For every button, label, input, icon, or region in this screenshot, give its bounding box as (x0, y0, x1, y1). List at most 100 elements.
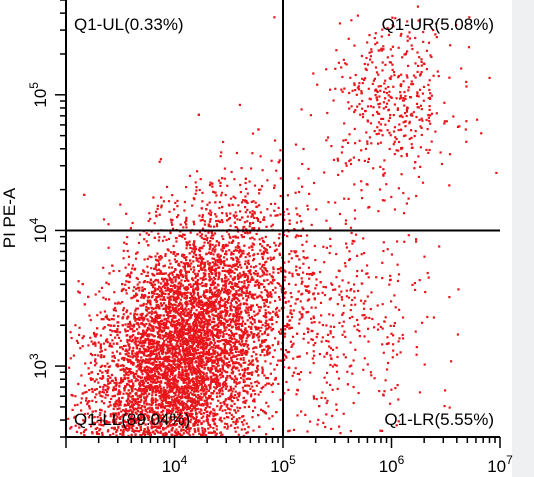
data-point (147, 296, 150, 299)
data-point (255, 328, 258, 331)
data-point (168, 362, 171, 366)
data-point (144, 423, 147, 426)
data-point (273, 278, 276, 281)
data-point (206, 351, 209, 354)
data-point (312, 315, 315, 318)
data-point (129, 405, 132, 408)
data-point (253, 314, 256, 317)
data-point (133, 376, 136, 379)
data-point (215, 223, 219, 226)
data-point (289, 304, 292, 308)
data-point (155, 406, 158, 409)
data-point (95, 333, 98, 336)
data-point (208, 315, 211, 319)
data-point (240, 323, 244, 327)
data-point (196, 258, 199, 261)
data-point (289, 340, 292, 343)
data-point (228, 292, 231, 295)
data-point (213, 430, 216, 433)
data-point (259, 306, 263, 309)
data-point (162, 395, 165, 398)
data-point (162, 386, 165, 389)
data-point (274, 244, 277, 247)
data-point (209, 284, 213, 287)
data-point (254, 393, 257, 396)
data-point (185, 226, 188, 229)
data-point (228, 272, 231, 275)
data-point (102, 266, 105, 269)
data-point (213, 287, 216, 290)
data-point (215, 220, 218, 223)
data-point (123, 374, 126, 377)
data-point (183, 354, 186, 357)
data-point (151, 420, 154, 424)
data-point (231, 338, 234, 341)
data-point (252, 272, 255, 275)
data-point (148, 212, 151, 215)
data-point (195, 309, 198, 312)
data-point (210, 310, 213, 313)
data-point (170, 415, 173, 419)
data-point (267, 311, 270, 314)
data-point (233, 277, 237, 280)
data-point (214, 367, 217, 370)
data-point (230, 251, 233, 254)
data-point (242, 358, 245, 361)
data-point (178, 418, 181, 421)
data-point (286, 351, 289, 354)
data-point (164, 310, 167, 313)
data-point (145, 306, 148, 309)
data-point (168, 266, 171, 269)
data-point (119, 203, 122, 206)
data-point (152, 284, 155, 288)
data-point (244, 231, 247, 234)
data-point (128, 348, 131, 351)
data-point (108, 365, 112, 368)
data-point (249, 269, 252, 272)
data-point (88, 389, 91, 392)
data-point (215, 392, 218, 395)
data-point (97, 432, 100, 436)
data-point (238, 316, 241, 319)
data-point (220, 305, 223, 308)
data-point (216, 405, 219, 408)
data-point (264, 304, 267, 307)
data-point (131, 371, 135, 374)
data-point (131, 401, 134, 404)
data-point (157, 295, 160, 298)
data-point (120, 368, 123, 371)
data-point (167, 315, 170, 318)
data-point (185, 289, 188, 292)
data-point (160, 406, 163, 409)
data-point (210, 251, 213, 254)
data-point (131, 327, 134, 330)
data-point (232, 320, 235, 323)
data-point (126, 329, 129, 332)
data-point (205, 396, 208, 399)
data-point (144, 413, 147, 416)
data-point (275, 169, 278, 172)
data-point (95, 388, 98, 391)
data-point (152, 280, 155, 283)
data-point (103, 402, 106, 405)
data-point (246, 431, 249, 434)
data-point (217, 244, 220, 247)
data-point (166, 380, 169, 383)
data-point (167, 337, 170, 340)
data-point (217, 302, 220, 305)
data-point (128, 339, 132, 342)
data-point (213, 390, 216, 393)
data-point (154, 210, 158, 213)
data-point (149, 388, 152, 391)
data-point (163, 419, 166, 422)
data-point (284, 270, 287, 273)
data-point (203, 291, 206, 295)
data-point (185, 271, 188, 275)
data-point (224, 274, 227, 277)
data-point (114, 302, 117, 305)
data-point (225, 279, 228, 282)
data-point (202, 344, 205, 347)
data-point (233, 342, 236, 345)
data-point (180, 423, 183, 426)
data-point (120, 429, 123, 432)
